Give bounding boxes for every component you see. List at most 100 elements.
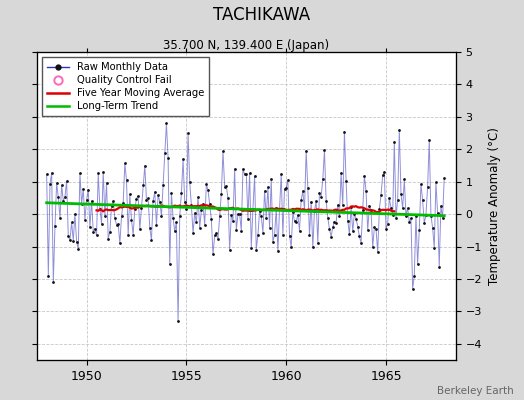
Point: [375, 206, 384, 212]
Point: [185, 179, 194, 186]
Point: [334, 202, 342, 208]
Point: [179, 156, 187, 163]
Point: [374, 249, 382, 255]
Point: [170, 228, 179, 234]
Point: [162, 120, 171, 126]
Point: [355, 233, 364, 240]
Point: [385, 195, 394, 202]
Point: [422, 212, 430, 218]
Point: [61, 194, 69, 200]
Point: [204, 187, 212, 193]
Point: [191, 210, 199, 216]
Point: [139, 182, 147, 188]
Point: [419, 197, 427, 204]
Point: [157, 213, 166, 219]
Point: [350, 210, 358, 217]
Point: [344, 218, 352, 224]
Point: [235, 210, 244, 217]
Point: [289, 209, 297, 215]
Point: [290, 218, 299, 224]
Point: [195, 225, 204, 231]
Point: [147, 236, 156, 243]
Point: [265, 224, 274, 231]
Point: [307, 198, 315, 205]
Point: [224, 195, 232, 202]
Point: [342, 178, 350, 184]
Point: [79, 186, 88, 192]
Point: [245, 170, 254, 176]
Point: [76, 170, 84, 176]
Point: [412, 212, 420, 219]
Point: [202, 181, 211, 187]
Point: [362, 188, 370, 194]
Legend: Raw Monthly Data, Quality Control Fail, Five Year Moving Average, Long-Term Tren: Raw Monthly Data, Quality Control Fail, …: [42, 57, 209, 116]
Point: [277, 171, 286, 178]
Point: [130, 206, 139, 212]
Point: [303, 185, 312, 192]
Point: [297, 197, 305, 203]
Point: [337, 170, 345, 176]
Point: [255, 208, 264, 214]
Point: [320, 147, 329, 153]
Point: [232, 227, 241, 234]
Point: [327, 233, 335, 240]
Point: [74, 246, 82, 252]
Point: [194, 194, 202, 200]
Point: [106, 229, 114, 235]
Point: [81, 217, 89, 223]
Point: [112, 222, 121, 228]
Point: [152, 222, 161, 228]
Point: [212, 230, 221, 236]
Point: [116, 240, 124, 246]
Point: [102, 180, 111, 186]
Point: [274, 248, 282, 254]
Point: [242, 171, 250, 177]
Point: [364, 227, 372, 234]
Point: [174, 318, 182, 324]
Point: [231, 166, 239, 172]
Point: [400, 176, 409, 182]
Point: [398, 205, 407, 212]
Point: [68, 219, 76, 226]
Point: [241, 171, 249, 178]
Point: [269, 238, 277, 245]
Point: [205, 201, 214, 208]
Point: [423, 184, 432, 190]
Point: [225, 247, 234, 253]
Point: [182, 206, 191, 212]
Point: [317, 193, 325, 200]
Point: [150, 189, 159, 195]
Point: [201, 222, 209, 228]
Point: [222, 182, 231, 189]
Point: [387, 204, 395, 211]
Point: [259, 230, 267, 236]
Point: [114, 221, 123, 227]
Point: [340, 128, 348, 135]
Point: [189, 230, 197, 236]
Point: [117, 213, 126, 220]
Point: [127, 217, 136, 223]
Point: [249, 206, 257, 212]
Point: [82, 197, 91, 203]
Point: [358, 207, 367, 214]
Point: [88, 198, 96, 204]
Point: [44, 272, 52, 279]
Point: [427, 212, 435, 219]
Point: [221, 184, 229, 190]
Point: [332, 220, 340, 226]
Point: [104, 235, 113, 242]
Point: [187, 202, 195, 208]
Point: [325, 226, 334, 232]
Point: [247, 244, 256, 251]
Point: [345, 231, 354, 237]
Point: [92, 232, 101, 238]
Point: [410, 272, 419, 279]
Point: [329, 224, 337, 230]
Point: [42, 171, 51, 178]
Point: [176, 213, 184, 219]
Point: [378, 172, 387, 178]
Point: [368, 244, 377, 250]
Point: [184, 130, 192, 136]
Point: [164, 155, 172, 162]
Point: [440, 175, 449, 182]
